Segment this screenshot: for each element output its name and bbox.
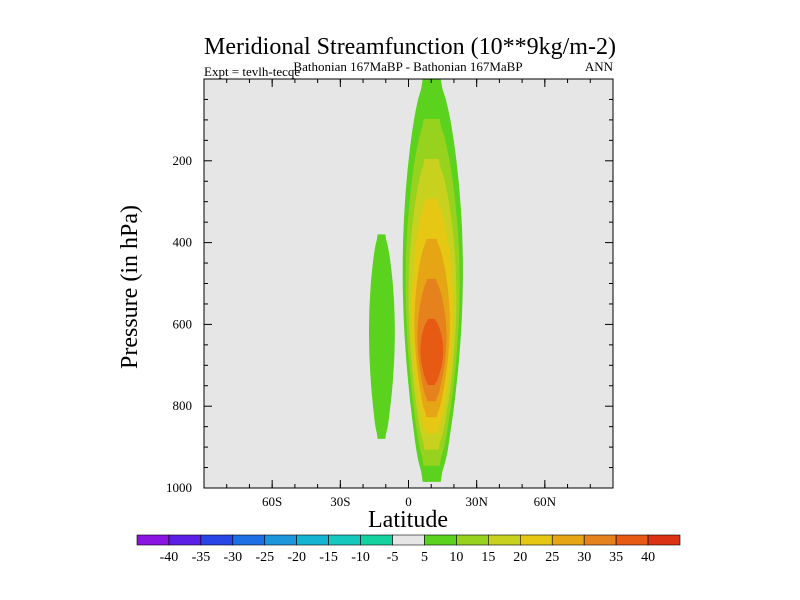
colorbar: -40 -35 -30 -25 -20 -15 -10 -5 5 10 15 20 25 30 35 40 [136,534,681,565]
colorbar-swatch [200,534,234,546]
colorbar-swatch [168,534,202,546]
y-tick-label: 400 [173,235,193,250]
colorbar-swatch [296,534,329,546]
contour-fills [369,79,463,482]
plot-area: 60S 30S 0 30N 60N 200 400 600 800 1000 [166,78,614,509]
colorbar-swatch [488,534,521,546]
colorbar-swatch [360,534,393,546]
subtitle-center: Bathonian 167MaBP - Bathonian 167MaBP [293,59,522,74]
colorbar-label: -20 [287,550,306,565]
colorbar-label: -5 [387,550,399,565]
chart-title: Meridional Streamfunction (10**9kg/m-2) [204,34,616,60]
colorbar-label: 40 [641,550,655,565]
x-axis-title: Latitude [368,507,448,533]
colorbar-label: -35 [192,550,211,565]
colorbar-label: -40 [160,550,179,565]
colorbar-label: 10 [449,550,463,565]
colorbar-label: -25 [255,550,274,565]
colorbar-label: -30 [223,550,242,565]
subtitle-right: ANN [585,59,614,74]
colorbar-label: -15 [319,550,338,565]
x-tick-label: 60N [534,494,557,509]
colorbar-swatch [328,534,361,546]
colorbar-label: 25 [545,550,559,565]
colorbar-swatch [232,534,266,546]
y-axis-title: Pressure (in hPa) [117,205,143,369]
axis-ticks: 60S 30S 0 30N 60N 200 400 600 800 1000 [166,79,613,509]
x-tick-label: 0 [405,494,412,509]
southern-extension-contour-5 [369,234,395,439]
x-tick-label: 30S [330,494,350,509]
subtitle-left: Expt = tevlh-tecqe [204,64,300,79]
colorbar-swatch [583,534,617,546]
colorbar-swatch [456,534,489,546]
y-tick-label: 1000 [166,480,192,495]
colorbar-label: 35 [609,550,623,565]
y-tick-label: 600 [173,316,193,331]
colorbar-swatch [551,534,585,546]
colorbar-label: 20 [513,550,527,565]
colorbar-swatch [519,534,553,546]
x-tick-label: 60S [262,494,282,509]
colorbar-swatch [647,534,681,546]
colorbar-label: 15 [481,550,495,565]
y-tick-label: 200 [173,153,193,168]
colorbar-label: 30 [577,550,591,565]
northern-hadley-cell-contour-35 [420,318,444,385]
colorbar-label: 5 [421,550,428,565]
colorbar-swatch [392,534,425,546]
y-tick-label: 800 [173,398,193,413]
colorbar-swatch [264,534,298,546]
x-tick-label: 30N [465,494,488,509]
colorbar-swatch [424,534,457,546]
colorbar-label: -10 [351,550,370,565]
colorbar-swatch [136,534,170,546]
colorbar-swatch [615,534,649,546]
